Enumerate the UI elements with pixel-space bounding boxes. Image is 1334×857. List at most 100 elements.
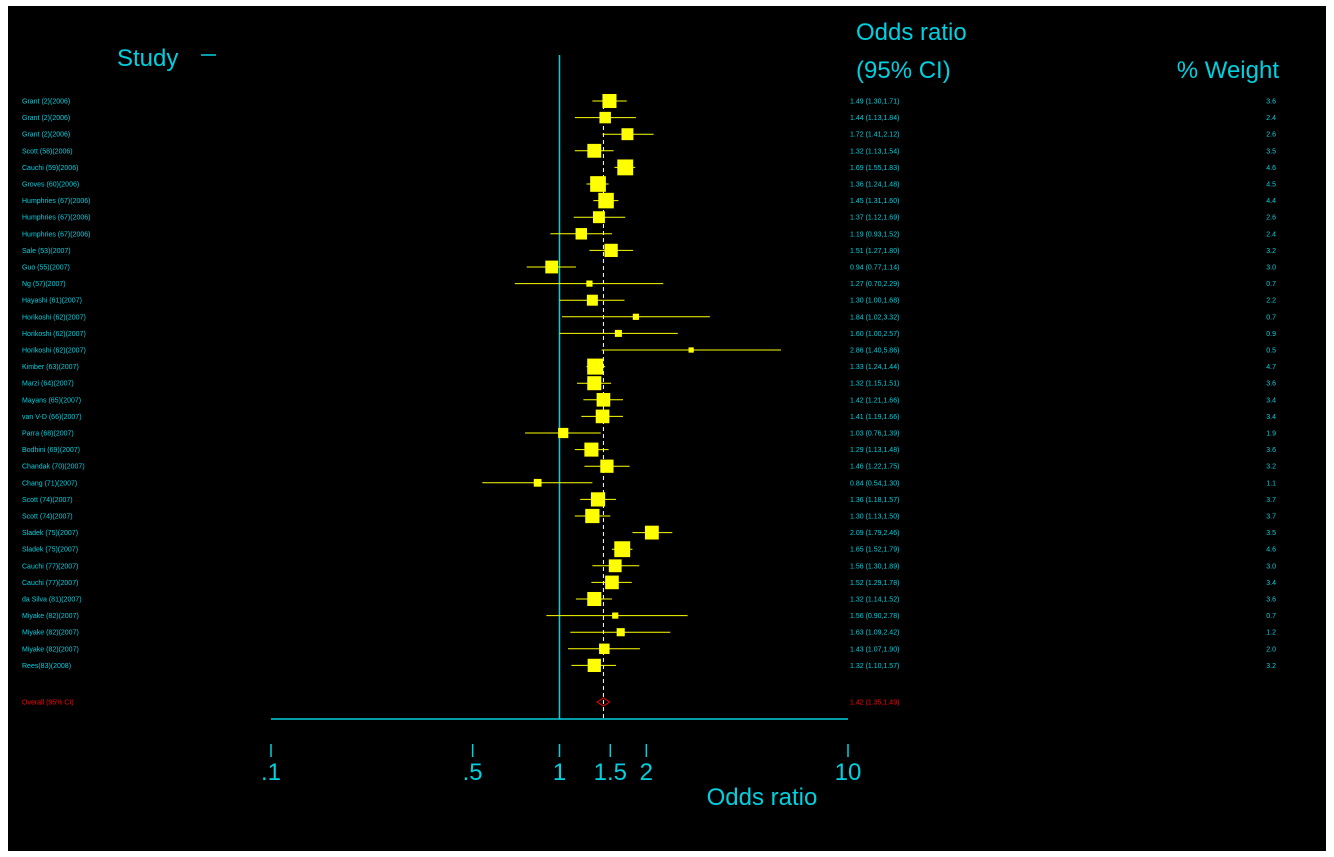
- effect-size-square: [590, 492, 606, 507]
- overall-row: Overall (95% CI) 1.42 (1.35,1.49): [22, 697, 899, 707]
- effect-size-square: [604, 243, 618, 258]
- study-row: van V-D (66)(2007) 1.41 (1.19,1.66) 3.4: [22, 409, 1276, 424]
- study-name: Guo (55)(2007): [22, 265, 70, 272]
- study-row: Miyake (82)(2007) 1.63 (1.09,2.42) 1.2: [22, 628, 1276, 637]
- effect-size-square: [621, 128, 634, 141]
- odds-ratio-ci-text: 1.69 (1.55,1.83): [850, 165, 899, 172]
- study-name: Miyake (82)(2007): [22, 646, 79, 653]
- effect-size-square: [608, 559, 622, 573]
- effect-size-square: [586, 294, 598, 306]
- or-header-line1: Odds ratio: [856, 19, 967, 46]
- study-name: Scott (74)(2007): [22, 497, 73, 504]
- study-name: da Silva (81)(2007): [22, 597, 82, 604]
- weight-value: 3.4: [1266, 580, 1276, 587]
- or-header-line2: (95% CI): [856, 57, 951, 84]
- weight-value: 2.2: [1266, 298, 1276, 305]
- weight-value: 4.4: [1266, 198, 1276, 205]
- weight-value: 4.6: [1266, 547, 1276, 554]
- odds-ratio-ci-text: 1.03 (0.76,1.39): [850, 431, 899, 438]
- odds-ratio-ci-text: 1.33 (1.24,1.44): [850, 364, 899, 371]
- effect-size-square: [587, 358, 604, 375]
- odds-ratio-ci-text: 1.32 (1.14,1.52): [850, 597, 899, 604]
- odds-ratio-ci-text: 1.36 (1.18,1.57): [850, 497, 899, 504]
- effect-size-square: [600, 459, 614, 473]
- weight-value: 3.6: [1266, 99, 1276, 106]
- odds-ratio-ci-text: 1.32 (1.15,1.51): [850, 381, 899, 388]
- odds-ratio-ci-text: 1.84 (1.02,3.32): [850, 314, 899, 321]
- odds-ratio-ci-text: 2.86 (1.40,5.86): [850, 348, 899, 355]
- study-name: Hayashi (61)(2007): [22, 298, 82, 305]
- weight-value: 1.9: [1266, 431, 1276, 438]
- effect-size-square: [617, 159, 634, 176]
- study-header: Study: [117, 45, 178, 72]
- odds-ratio-ci-text: 0.84 (0.54,1.30): [850, 480, 899, 487]
- study-name: Miyake (82)(2007): [22, 613, 79, 620]
- weight-value: 3.7: [1266, 514, 1276, 521]
- x-tick-label: 2: [640, 759, 653, 786]
- odds-ratio-ci-text: 1.32 (1.10,1.57): [850, 663, 899, 670]
- effect-size-square: [598, 192, 614, 209]
- effect-size-square: [644, 525, 659, 540]
- study-name: Grant (2)(2006): [22, 99, 70, 106]
- study-name: van V-D (66)(2007): [22, 414, 82, 421]
- effect-size-square: [614, 329, 622, 337]
- weight-value: 0.7: [1266, 281, 1276, 288]
- study-name: Horikoshi (62)(2007): [22, 331, 86, 338]
- weight-value: 3.7: [1266, 497, 1276, 504]
- overall-label: Overall (95% CI): [22, 700, 74, 707]
- odds-ratio-ci-text: 1.51 (1.27,1.80): [850, 248, 899, 255]
- study-row: Groves (60)(2006) 1.36 (1.24,1.48) 4.5: [22, 176, 1276, 192]
- odds-ratio-ci-text: 1.29 (1.13,1.48): [850, 447, 899, 454]
- effect-size-square: [614, 541, 631, 558]
- study-name: Sladek (75)(2007): [22, 530, 78, 537]
- weight-value: 3.6: [1266, 381, 1276, 388]
- study-name: Kimber (63)(2007): [22, 364, 79, 371]
- effect-size-square: [599, 643, 610, 655]
- weight-value: 2.6: [1266, 215, 1276, 222]
- odds-ratio-ci-text: 1.52 (1.29,1.78): [850, 580, 899, 587]
- weight-value: 3.2: [1266, 248, 1276, 255]
- odds-ratio-ci-text: 1.72 (1.41,2.12): [850, 132, 899, 139]
- study-row: Kimber (63)(2007) 1.33 (1.24,1.44) 4.7: [22, 358, 1276, 375]
- weight-value: 2.6: [1266, 132, 1276, 139]
- effect-size-square: [584, 442, 599, 457]
- effect-size-square: [575, 228, 588, 240]
- effect-size-square: [587, 591, 602, 607]
- study-row: Hayashi (61)(2007) 1.30 (1.00,1.68) 2.2: [22, 294, 1276, 306]
- effect-size-square: [632, 313, 639, 320]
- study-name: Groves (60)(2006): [22, 182, 79, 189]
- study-row: Miyake (82)(2007) 1.56 (0.90,2.78) 0.7: [22, 612, 1276, 620]
- odds-ratio-ci-text: 2.09 (1.79,2.46): [850, 530, 899, 537]
- study-row: Marzi (64)(2007) 1.32 (1.15,1.51) 3.6: [22, 376, 1276, 391]
- odds-ratio-ci-text: 1.60 (1.00,2.57): [850, 331, 899, 338]
- odds-ratio-ci-text: 1.49 (1.30,1.71): [850, 99, 899, 106]
- study-name: Bodhini (69)(2007): [22, 447, 80, 454]
- x-axis-label: Odds ratio: [707, 784, 818, 811]
- study-name: Horikoshi (62)(2007): [22, 348, 86, 355]
- study-name: Mayans (65)(2007): [22, 397, 81, 404]
- weight-value: 0.9: [1266, 331, 1276, 338]
- odds-ratio-ci-text: 1.27 (0.70,2.29): [850, 281, 899, 288]
- weight-value: 0.7: [1266, 314, 1276, 321]
- study-row: Humphries (67)(2006) 1.45 (1.31,1.60) 4.4: [22, 192, 1276, 209]
- study-row: Cauchi (59)(2006) 1.69 (1.55,1.83) 4.6: [22, 159, 1276, 176]
- study-row: Horikoshi (62)(2007) 1.84 (1.02,3.32) 0.7: [22, 313, 1276, 321]
- odds-ratio-ci-text: 1.19 (0.93,1.52): [850, 231, 899, 238]
- weight-value: 0.7: [1266, 613, 1276, 620]
- odds-ratio-ci-text: 1.30 (1.13,1.50): [850, 514, 899, 521]
- study-row: Grant (2)(2006) 1.44 (1.13,1.84) 2.4: [22, 111, 1276, 124]
- study-name: Scott (74)(2007): [22, 514, 73, 521]
- study-name: Humphries (67)(2006): [22, 215, 90, 222]
- effect-size-square: [533, 478, 542, 487]
- study-name: Sladek (75)(2007): [22, 547, 78, 554]
- study-name: Chang (71)(2007): [22, 480, 77, 487]
- x-tick-label: 1: [553, 759, 566, 786]
- weight-value: 3.6: [1266, 447, 1276, 454]
- odds-ratio-ci-text: 1.45 (1.31,1.60): [850, 198, 899, 205]
- weight-value: 1.2: [1266, 630, 1276, 637]
- study-name: Scott (58)(2006): [22, 148, 73, 155]
- effect-size-square: [590, 176, 606, 192]
- study-row: Humphries (67)(2006) 1.19 (0.93,1.52) 2.4: [22, 228, 1276, 240]
- odds-ratio-ci-text: 1.44 (1.13,1.84): [850, 115, 899, 122]
